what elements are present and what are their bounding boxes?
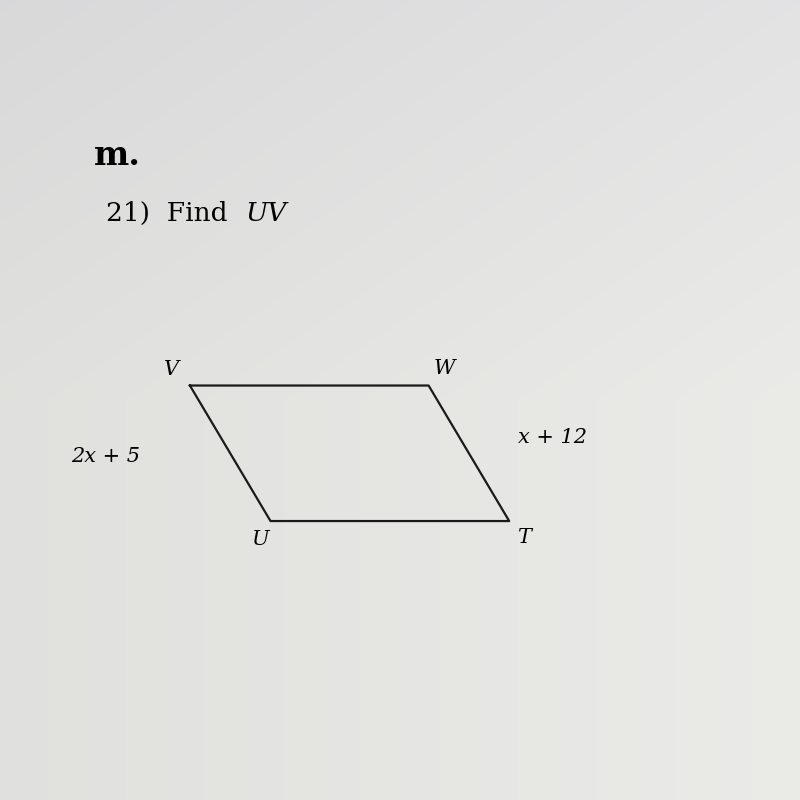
Text: m.: m. [94,139,141,172]
Text: 2x + 5: 2x + 5 [71,447,140,466]
Text: 21)  Find: 21) Find [106,201,236,226]
Text: T: T [517,529,530,547]
Text: W: W [434,359,455,378]
Text: x + 12: x + 12 [518,428,587,447]
Text: UV: UV [246,201,287,226]
Text: V: V [164,360,179,379]
Text: U: U [251,530,269,550]
